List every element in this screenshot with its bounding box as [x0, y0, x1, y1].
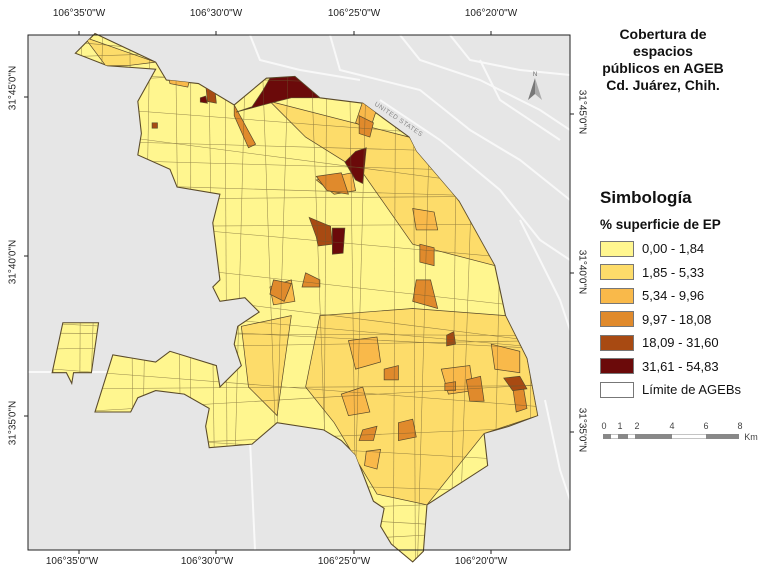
legend-swatch-boundary — [600, 381, 634, 398]
title-line: públicos en AGEB — [602, 60, 724, 76]
scale-tick: 6 — [703, 421, 709, 431]
lat-label-left: 31°45'0"N — [7, 65, 19, 111]
legend-label: 18,09 - 31,60 — [642, 335, 719, 351]
legend-label: 9,97 - 18,08 — [642, 311, 712, 327]
lon-label-bottom: 106°25'0"W — [317, 556, 371, 567]
legend-label: Límite de AGEBs — [642, 382, 741, 398]
lat-label-right: 31°35'0"N — [576, 407, 588, 453]
map-title: Cobertura de espacios públicos en AGEB C… — [588, 26, 738, 94]
lon-label-top: 106°35'0"W — [52, 8, 106, 19]
legend-swatch — [600, 334, 634, 351]
legend-label: 5,34 - 9,96 — [642, 288, 705, 304]
legend-label: 31,61 - 54,83 — [642, 358, 719, 374]
legend-item: 9,97 - 18,08 — [600, 308, 775, 332]
legend-swatch — [600, 358, 634, 375]
basemap-roads — [28, 35, 570, 550]
scale-bar — [603, 434, 739, 439]
legend-item: Límite de AGEBs — [600, 378, 775, 402]
lon-label-bottom: 106°20'0"W — [454, 556, 508, 567]
title-line: Cd. Juárez, Chih. — [606, 77, 720, 93]
city-west-block — [51, 322, 100, 386]
north-label: N — [533, 72, 537, 78]
legend: Simbología % superficie de EP 0,00 - 1,8… — [600, 188, 775, 402]
north-arrow-icon: N — [528, 72, 542, 100]
legend-item: 31,61 - 54,83 — [600, 355, 775, 379]
legend-item: 0,00 - 1,84 — [600, 237, 775, 261]
lon-label-bottom: 106°35'0"W — [45, 556, 99, 567]
ageb-class-6 — [199, 76, 367, 255]
legend-swatch — [600, 264, 634, 281]
map-frame — [27, 34, 571, 551]
legend-item: 5,34 - 9,96 — [600, 284, 775, 308]
lat-label-right: 31°40'0"N — [576, 249, 588, 295]
legend-label: 0,00 - 1,84 — [642, 241, 705, 257]
ageb-class-4 — [233, 104, 528, 441]
lon-label-bottom: 106°30'0"W — [180, 556, 234, 567]
legend-swatch — [600, 240, 634, 257]
lon-label-top: 106°25'0"W — [327, 8, 381, 19]
scale-tick: 1 — [617, 421, 623, 431]
legend-swatch — [600, 311, 634, 328]
legend-heading: Simbología — [600, 188, 692, 207]
scale-tick: 4 — [669, 421, 675, 431]
lon-label-top: 106°20'0"W — [464, 8, 518, 19]
scale-tick: 0 — [601, 421, 607, 431]
legend-field: % superficie de EP — [600, 217, 721, 232]
ageb-boundary-line — [52, 383, 538, 416]
lon-label-top: 106°30'0"W — [189, 8, 243, 19]
lat-label-left: 31°35'0"N — [7, 400, 19, 446]
scale-tick: 2 — [634, 421, 640, 431]
ageb-boundary-line — [52, 385, 538, 390]
legend-item: 18,09 - 31,60 — [600, 331, 775, 355]
graticule-ticks — [24, 31, 574, 554]
legend-swatch — [600, 287, 634, 304]
legend-label: 1,85 - 5,33 — [642, 264, 705, 280]
legend-item: 1,85 - 5,33 — [600, 261, 775, 285]
scale-tick: 8 — [737, 421, 743, 431]
lat-label-right: 31°45'0"N — [576, 89, 588, 135]
scale-unit: Km — [744, 432, 758, 442]
title-line: Cobertura de espacios — [619, 26, 707, 59]
lat-label-left: 31°40'0"N — [7, 239, 19, 285]
